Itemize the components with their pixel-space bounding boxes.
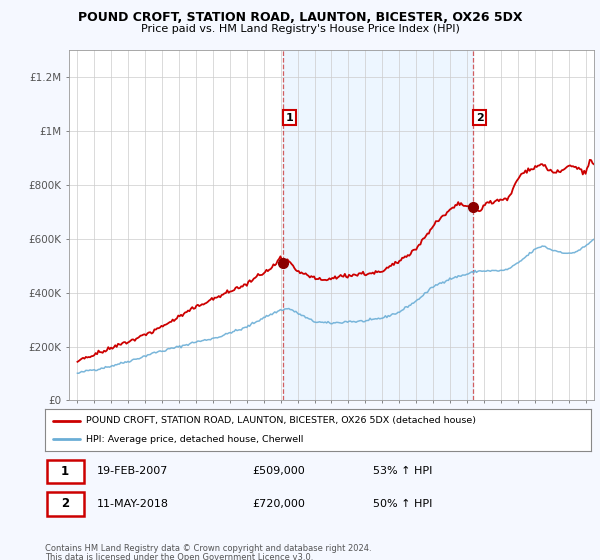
Text: 11-MAY-2018: 11-MAY-2018 <box>97 499 169 509</box>
Text: This data is licensed under the Open Government Licence v3.0.: This data is licensed under the Open Gov… <box>45 553 313 560</box>
Text: Contains HM Land Registry data © Crown copyright and database right 2024.: Contains HM Land Registry data © Crown c… <box>45 544 371 553</box>
Text: 1: 1 <box>61 465 69 478</box>
Text: 2: 2 <box>61 497 69 511</box>
Text: £720,000: £720,000 <box>253 499 305 509</box>
Text: 53% ↑ HPI: 53% ↑ HPI <box>373 466 432 477</box>
Text: 2: 2 <box>476 113 484 123</box>
Text: Price paid vs. HM Land Registry's House Price Index (HPI): Price paid vs. HM Land Registry's House … <box>140 24 460 34</box>
Text: 1: 1 <box>286 113 293 123</box>
Bar <box>283 50 473 400</box>
Text: £509,000: £509,000 <box>253 466 305 477</box>
FancyBboxPatch shape <box>47 492 84 516</box>
Text: HPI: Average price, detached house, Cherwell: HPI: Average price, detached house, Cher… <box>86 435 304 444</box>
FancyBboxPatch shape <box>47 460 84 483</box>
Text: POUND CROFT, STATION ROAD, LAUNTON, BICESTER, OX26 5DX (detached house): POUND CROFT, STATION ROAD, LAUNTON, BICE… <box>86 416 476 425</box>
Text: 19-FEB-2007: 19-FEB-2007 <box>97 466 168 477</box>
Text: POUND CROFT, STATION ROAD, LAUNTON, BICESTER, OX26 5DX: POUND CROFT, STATION ROAD, LAUNTON, BICE… <box>78 11 522 24</box>
Text: 50% ↑ HPI: 50% ↑ HPI <box>373 499 432 509</box>
